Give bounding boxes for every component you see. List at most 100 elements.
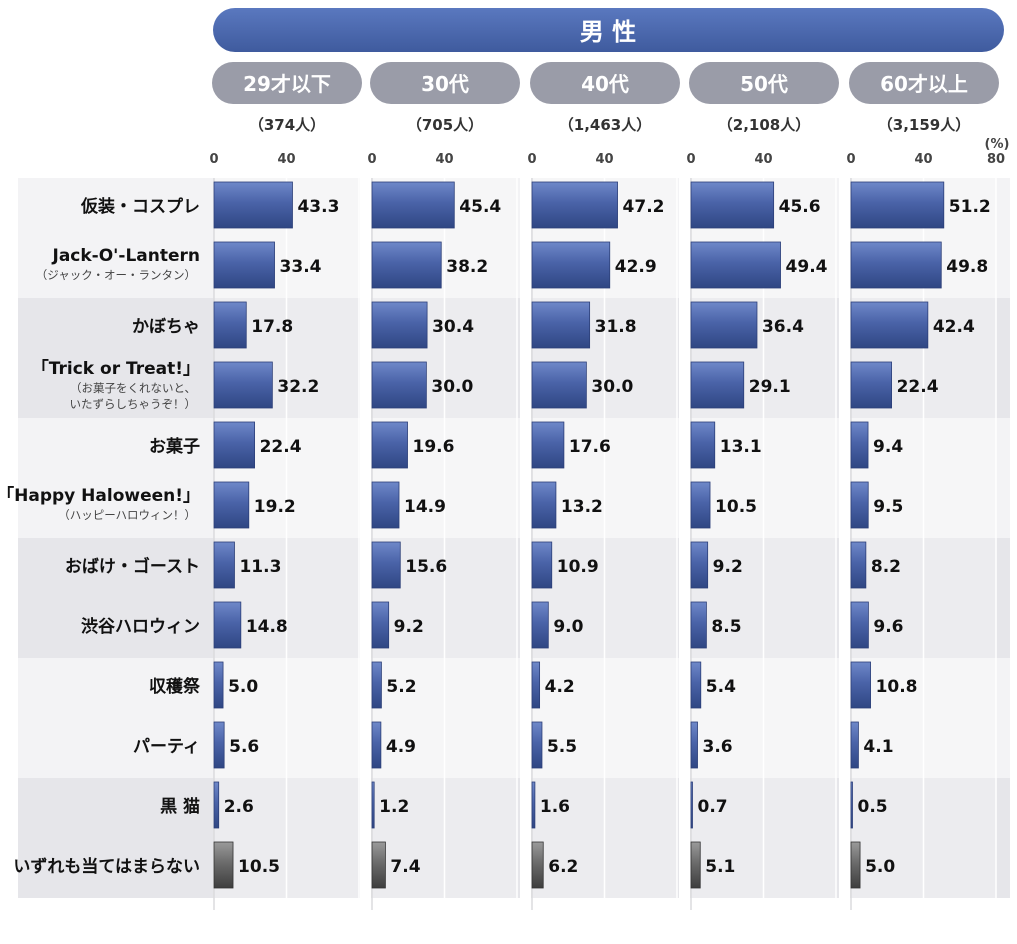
data-label: 4.1 — [863, 737, 893, 757]
bar — [213, 481, 250, 529]
data-label: 43.3 — [297, 197, 339, 217]
data-label: 31.8 — [595, 317, 637, 337]
group-header-label: 50代 — [740, 72, 788, 96]
x-tick-label: 0 — [527, 152, 536, 167]
x-tick-label: 40 — [754, 152, 772, 167]
category-label: お菓子 — [149, 437, 200, 457]
data-label: 30.0 — [431, 377, 473, 397]
bar — [531, 181, 618, 229]
group-header-pill — [849, 62, 999, 104]
data-label: 5.6 — [229, 737, 259, 757]
chart-title: 男 性 — [580, 18, 636, 46]
data-label: 19.6 — [413, 437, 455, 457]
data-label: 19.2 — [254, 497, 296, 517]
group-sample-size: （2,108人） — [718, 116, 810, 134]
category-label: おばけ・ゴースト — [65, 556, 200, 577]
x-tick-label: 0 — [686, 152, 695, 167]
data-label: 0.7 — [698, 797, 728, 817]
data-label: 2.6 — [224, 797, 254, 817]
x-tick-label: 0 — [209, 152, 218, 167]
x-tick-label: 40 — [435, 152, 453, 167]
data-label: 42.4 — [933, 317, 975, 337]
x-tick-label: 40 — [595, 152, 613, 167]
group-sample-size: （374人） — [249, 116, 325, 134]
unit-label: (%) — [985, 137, 1010, 152]
data-label: 5.5 — [547, 737, 577, 757]
category-label: Jack-O'-Lantern — [52, 246, 201, 266]
bar — [371, 181, 455, 229]
category-label: かぼちゃ — [132, 317, 200, 337]
data-label: 1.2 — [379, 797, 409, 817]
bar — [531, 481, 557, 529]
data-label: 5.1 — [705, 857, 735, 877]
data-label: 9.4 — [873, 437, 903, 457]
group-sample-size: （1,463人） — [559, 116, 651, 134]
data-label: 9.5 — [873, 497, 903, 517]
data-label: 22.4 — [260, 437, 302, 457]
category-label: パーティ — [133, 737, 200, 757]
bar — [531, 661, 541, 709]
bar — [213, 181, 293, 229]
bar — [213, 721, 225, 769]
category-label: 黒 猫 — [160, 796, 200, 817]
bar — [531, 541, 553, 589]
category-sublabel: （お菓子をくれないと、 — [70, 381, 196, 395]
data-label: 8.2 — [871, 557, 901, 577]
group-sample-size: （3,159人） — [878, 116, 970, 134]
x-tick-label: 0 — [846, 152, 855, 167]
bar — [850, 841, 861, 889]
data-label: 10.5 — [715, 497, 757, 517]
bar — [213, 421, 255, 469]
bar — [850, 541, 867, 589]
data-label: 22.4 — [897, 377, 939, 397]
bar — [371, 721, 382, 769]
group-header-pill — [370, 62, 520, 104]
bar — [213, 781, 220, 829]
group-header-label: 60才以上 — [880, 72, 968, 96]
bar — [531, 301, 591, 349]
bar — [690, 781, 693, 829]
category-sublabel: （ハッピーハロウィン！） — [58, 508, 196, 522]
bar — [371, 661, 382, 709]
group-panels — [213, 178, 997, 910]
data-label: 4.9 — [386, 737, 416, 757]
bar — [850, 481, 869, 529]
data-label: 45.4 — [459, 197, 501, 217]
bar — [850, 721, 859, 769]
data-label: 13.1 — [720, 437, 762, 457]
bar — [531, 421, 565, 469]
group-header-pill — [689, 62, 839, 104]
bar — [850, 781, 853, 829]
chart-header: 男 性 29才以下 （374人） 0 40 30代 （705人） 0 40 40代 （1,463人）… — [209, 8, 1009, 167]
bar — [850, 181, 945, 229]
data-label: 8.5 — [711, 617, 741, 637]
data-label: 45.6 — [779, 197, 821, 217]
bar — [690, 181, 775, 229]
x-tick-label: 40 — [914, 152, 932, 167]
data-label: 13.2 — [561, 497, 603, 517]
panel-gap — [360, 178, 371, 910]
bar — [850, 301, 929, 349]
data-label: 9.6 — [873, 617, 903, 637]
panel-gap — [520, 178, 531, 910]
data-label: 17.6 — [569, 437, 611, 457]
bar — [850, 661, 871, 709]
data-label: 10.5 — [238, 857, 280, 877]
bar — [690, 601, 707, 649]
bar — [690, 661, 702, 709]
bar — [371, 601, 390, 649]
bar — [371, 241, 442, 289]
data-label: 30.0 — [591, 377, 633, 397]
data-label: 47.2 — [623, 197, 665, 217]
data-label: 6.2 — [548, 857, 578, 877]
data-label: 30.4 — [432, 317, 474, 337]
data-label: 15.6 — [405, 557, 447, 577]
bars: 43.3 33.4 17.8 32.2 22.4 19.2 11.3 14.8 5.0 5.6 2.… — [213, 181, 991, 889]
data-label: 7.4 — [390, 857, 420, 877]
data-label: 0.5 — [858, 797, 888, 817]
bar — [850, 241, 942, 289]
bar — [213, 601, 242, 649]
group-header-pill — [530, 62, 680, 104]
category-sublabel: いたずらしちゃうぞ！） — [70, 397, 197, 411]
